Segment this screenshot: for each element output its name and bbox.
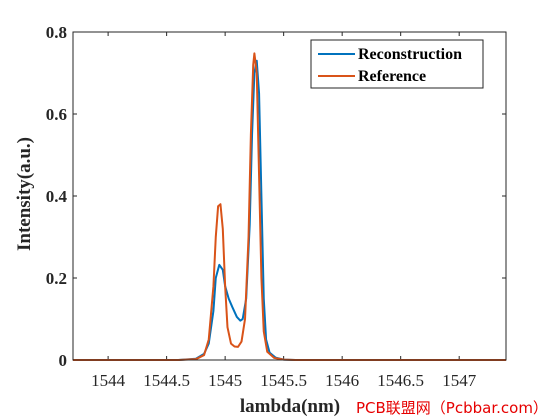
- x-tick-marks: [107, 32, 460, 360]
- legend: Reconstruction Reference: [310, 39, 484, 89]
- watermark: PCB联盟网（Pcbbar.com）: [356, 399, 548, 417]
- legend-box: [310, 39, 484, 89]
- x-tick-label: 1547: [442, 371, 477, 390]
- y-tick-label: 0.8: [46, 23, 67, 42]
- series-lines: [73, 52, 506, 361]
- legend-label-reference: Reference: [358, 68, 426, 85]
- x-tick-label: 1544: [91, 371, 126, 390]
- x-tick-labels: 1544 1544.5 1545 1545.5 1546 1546.5 1547: [91, 371, 477, 390]
- y-tick-label: 0.6: [46, 105, 67, 124]
- plot-frame: [72, 31, 507, 361]
- x-tick-label: 1545.5: [260, 371, 307, 390]
- legend-label-reconstruction: Reconstruction: [358, 46, 462, 63]
- y-tick-labels: 0 0.2 0.4 0.6 0.8: [46, 23, 68, 370]
- y-axis-label: Intensity(a.u.): [14, 137, 35, 251]
- series-line-reconstruction: [73, 59, 506, 361]
- x-tick-label: 1546.5: [377, 371, 424, 390]
- x-tick-label: 1544.5: [143, 371, 190, 390]
- x-tick-label: 1546: [325, 371, 359, 390]
- x-axis-label: lambda(nm): [240, 396, 340, 417]
- x-tick-label: 1545: [208, 371, 242, 390]
- y-tick-label: 0: [59, 351, 68, 370]
- y-tick-label: 0.2: [46, 269, 67, 288]
- series-line-reference: [73, 52, 506, 361]
- y-tick-label: 0.4: [46, 187, 68, 206]
